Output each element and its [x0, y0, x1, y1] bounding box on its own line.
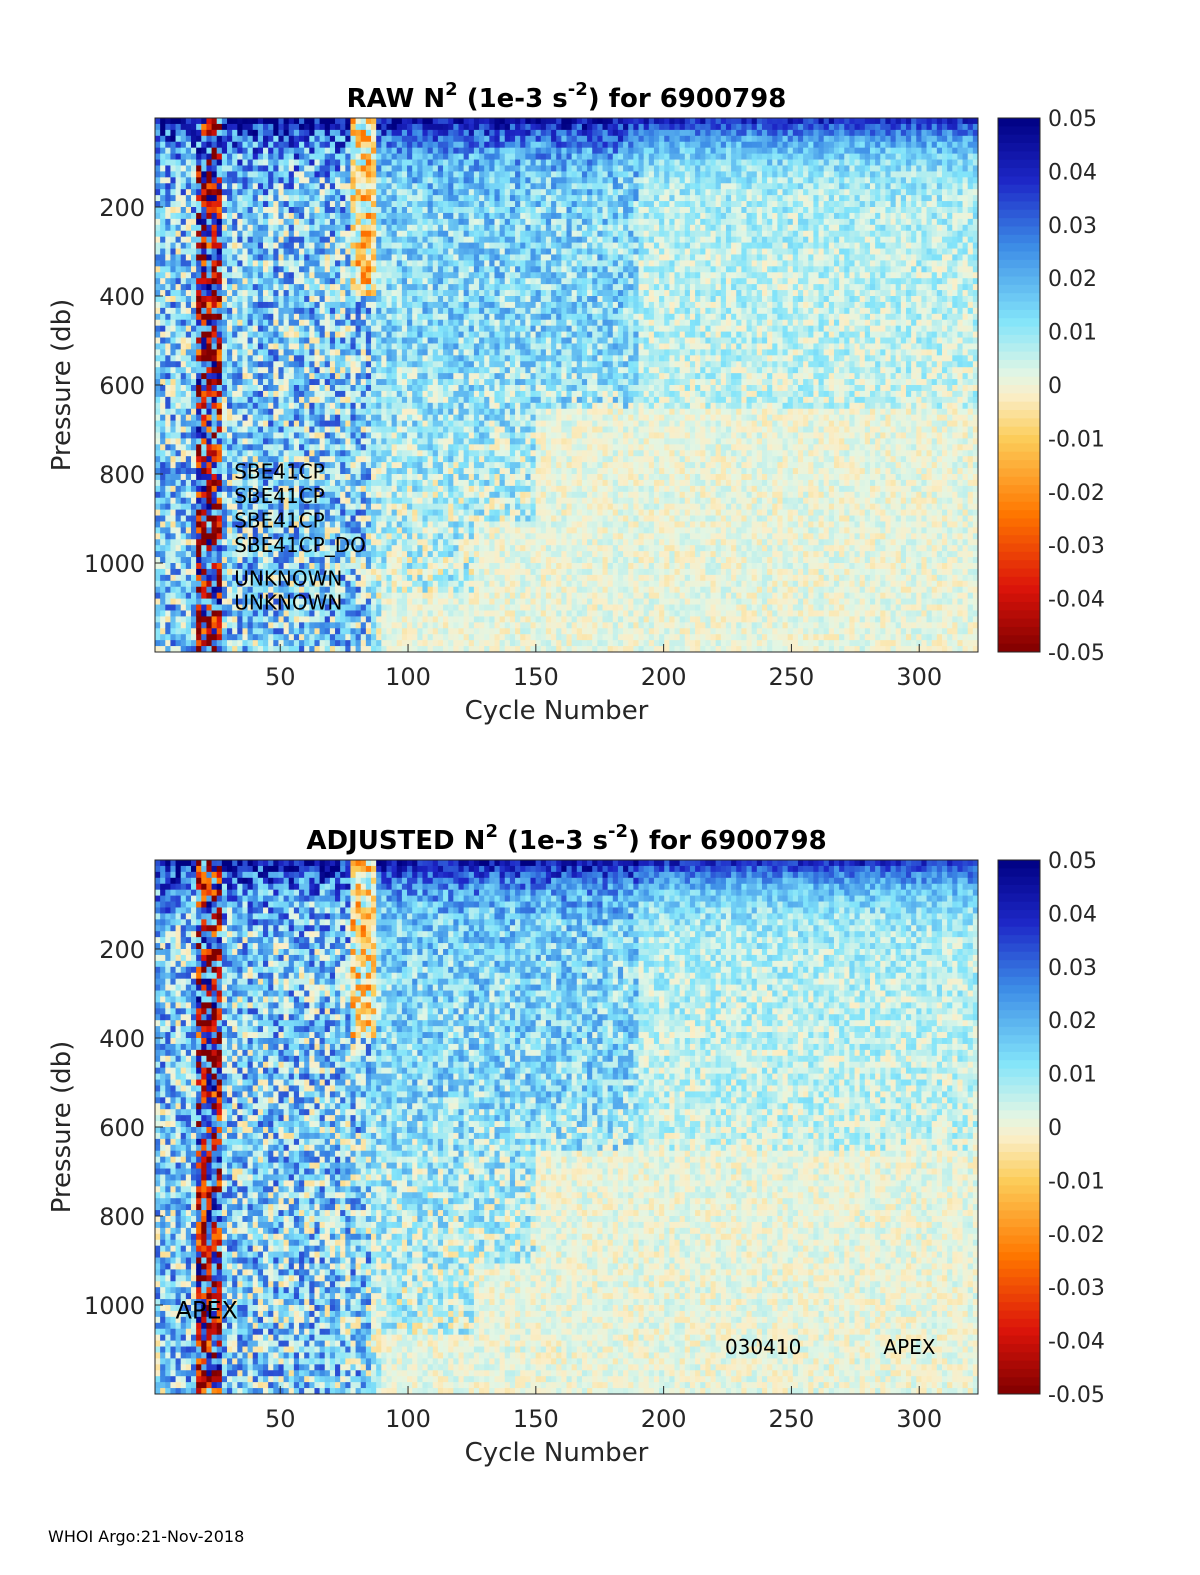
x-tick-label: 200	[641, 1405, 687, 1433]
annotation-label: SBE41CP	[234, 459, 325, 483]
x-tick-label: 250	[769, 663, 815, 691]
colorbar-tick-label: 0.05	[1048, 107, 1097, 132]
x-axis-label: Cycle Number	[465, 696, 649, 726]
annotation-label: UNKNOWN	[234, 566, 342, 590]
x-tick-label: 50	[265, 663, 296, 691]
colorbar-tick-label: -0.04	[1048, 1330, 1105, 1355]
y-tick-label: 1000	[84, 1292, 145, 1320]
colorbar-tick-label: 0	[1048, 1116, 1062, 1141]
colorbar	[997, 859, 1041, 1395]
y-tick-label: 600	[99, 1114, 145, 1142]
annotation-label: UNKNOWN	[234, 591, 342, 615]
colorbar-tick-label: 0.02	[1048, 267, 1097, 292]
annotation-label: SBE41CP	[234, 484, 325, 508]
colorbar-tick-label: 0.03	[1048, 956, 1097, 981]
colorbar	[997, 117, 1041, 653]
annotation-label: APEX	[175, 1296, 238, 1324]
y-tick-label: 1000	[84, 550, 145, 578]
colorbar-tick-label: 0.01	[1048, 321, 1097, 346]
x-tick-label: 200	[641, 663, 687, 691]
colorbar-tick-label: -0.02	[1048, 481, 1105, 506]
y-tick-label: 600	[99, 372, 145, 400]
y-axis-label: Pressure (db)	[47, 1041, 77, 1214]
y-tick-label: 200	[99, 194, 145, 222]
colorbar-tick-label: -0.05	[1048, 641, 1105, 666]
colorbar-tick-label: -0.03	[1048, 534, 1105, 559]
colorbar-tick-label: -0.05	[1048, 1383, 1105, 1408]
annotation-label: APEX	[883, 1335, 935, 1359]
raw-n2-chart: RAW N2 (1e-3 s-2) for 6900798 50 100 150 200…	[47, 79, 1105, 726]
chart-title: RAW N2 (1e-3 s-2) for 6900798	[347, 79, 787, 114]
annotation-label: 030410	[725, 1335, 801, 1359]
x-axis-label: Cycle Number	[465, 1438, 649, 1468]
colorbar-tick-label: 0.05	[1048, 849, 1097, 874]
colorbar-tick-label: 0.03	[1048, 214, 1097, 239]
x-tick-label: 50	[265, 1405, 296, 1433]
colorbar-tick-label: 0.04	[1048, 902, 1097, 927]
x-tick-label: 250	[769, 1405, 815, 1433]
colorbar-tick-label: 0	[1048, 374, 1062, 399]
colorbar-tick-label: 0.01	[1048, 1063, 1097, 1088]
colorbar-tick-label: -0.02	[1048, 1223, 1105, 1248]
x-tick-label: 150	[513, 663, 559, 691]
n2-field-cells	[155, 118, 979, 653]
x-tick-label: 100	[385, 1405, 431, 1433]
adjusted-n2-chart: ADJUSTED N2 (1e-3 s-2) for 6900798 50 100 1…	[47, 821, 1105, 1468]
annotation-label: SBE41CP	[234, 508, 325, 532]
y-tick-label: 400	[99, 1025, 145, 1053]
y-tick-label: 800	[99, 461, 145, 489]
y-tick-label: 200	[99, 936, 145, 964]
colorbar-tick-label: -0.04	[1048, 588, 1105, 613]
x-tick-label: 300	[896, 663, 942, 691]
colorbar-tick-label: -0.01	[1048, 1169, 1105, 1194]
x-tick-label: 100	[385, 663, 431, 691]
colorbar-tick-label: 0.02	[1048, 1009, 1097, 1034]
y-tick-label: 800	[99, 1203, 145, 1231]
x-tick-label: 300	[896, 1405, 942, 1433]
y-axis-label: Pressure (db)	[47, 299, 77, 472]
y-tick-label: 400	[99, 283, 145, 311]
x-tick-label: 150	[513, 1405, 559, 1433]
colorbar-tick-label: -0.03	[1048, 1276, 1105, 1301]
n2-field-cells	[155, 860, 979, 1395]
colorbar-tick-label: 0.04	[1048, 160, 1097, 185]
footer-credit: WHOI Argo:21-Nov-2018	[48, 1527, 244, 1546]
annotation-label: SBE41CP_DO	[234, 533, 366, 557]
colorbar-tick-label: -0.01	[1048, 427, 1105, 452]
chart-title: ADJUSTED N2 (1e-3 s-2) for 6900798	[306, 821, 826, 856]
